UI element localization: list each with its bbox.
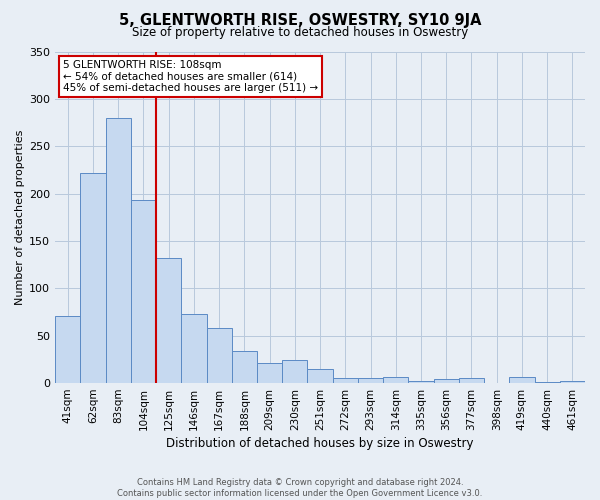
Bar bbox=[106, 118, 131, 383]
Y-axis label: Number of detached properties: Number of detached properties bbox=[15, 130, 25, 305]
Text: Size of property relative to detached houses in Oswestry: Size of property relative to detached ho… bbox=[132, 26, 468, 39]
X-axis label: Distribution of detached houses by size in Oswestry: Distribution of detached houses by size … bbox=[166, 437, 474, 450]
Bar bbox=[509, 378, 535, 383]
Text: 5 GLENTWORTH RISE: 108sqm
← 54% of detached houses are smaller (614)
45% of semi: 5 GLENTWORTH RISE: 108sqm ← 54% of detac… bbox=[63, 60, 318, 93]
Bar bbox=[383, 378, 409, 383]
Bar bbox=[80, 173, 106, 383]
Bar bbox=[459, 378, 484, 383]
Bar bbox=[358, 378, 383, 383]
Bar bbox=[409, 381, 434, 383]
Bar bbox=[307, 369, 332, 383]
Bar bbox=[560, 381, 585, 383]
Bar bbox=[282, 360, 307, 383]
Bar bbox=[232, 351, 257, 383]
Bar bbox=[332, 378, 358, 383]
Bar bbox=[55, 316, 80, 383]
Bar bbox=[156, 258, 181, 383]
Bar bbox=[131, 200, 156, 383]
Bar bbox=[257, 363, 282, 383]
Text: Contains HM Land Registry data © Crown copyright and database right 2024.
Contai: Contains HM Land Registry data © Crown c… bbox=[118, 478, 482, 498]
Text: 5, GLENTWORTH RISE, OSWESTRY, SY10 9JA: 5, GLENTWORTH RISE, OSWESTRY, SY10 9JA bbox=[119, 12, 481, 28]
Bar bbox=[535, 382, 560, 383]
Bar bbox=[206, 328, 232, 383]
Bar bbox=[181, 314, 206, 383]
Bar bbox=[434, 380, 459, 383]
